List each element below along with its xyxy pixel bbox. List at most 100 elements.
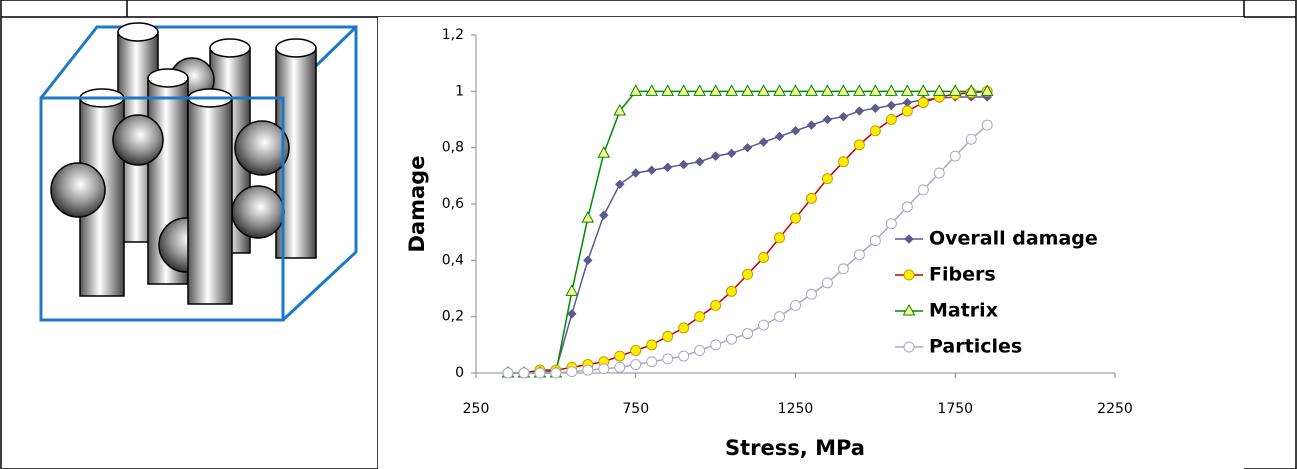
data-point bbox=[583, 255, 593, 266]
data-point bbox=[822, 114, 833, 125]
x-tick-label: 1750 bbox=[937, 401, 973, 417]
y-tick-label: 1 bbox=[455, 83, 464, 99]
data-point bbox=[661, 84, 675, 96]
data-point bbox=[581, 211, 595, 223]
data-point bbox=[741, 84, 754, 96]
data-point bbox=[805, 288, 817, 300]
data-point bbox=[790, 299, 801, 311]
data-point bbox=[805, 84, 818, 96]
data-point bbox=[726, 148, 737, 159]
legend-label: Overall damage bbox=[929, 228, 1098, 250]
data-point bbox=[838, 111, 849, 122]
y-axis-title: Damage bbox=[405, 156, 429, 253]
data-point bbox=[630, 344, 642, 356]
legend-label: Matrix bbox=[929, 300, 998, 322]
y-tick-label: 0 bbox=[455, 365, 464, 381]
data-point bbox=[758, 319, 770, 331]
data-point bbox=[693, 84, 706, 96]
data-point bbox=[630, 359, 642, 371]
data-point bbox=[742, 268, 754, 280]
data-point bbox=[662, 162, 673, 173]
legend-marker bbox=[903, 341, 915, 353]
data-point bbox=[869, 235, 881, 247]
y-tick-label: 0,6 bbox=[442, 196, 464, 212]
legend-label: Fibers bbox=[929, 264, 996, 286]
data-point bbox=[662, 330, 674, 342]
data-point bbox=[631, 168, 641, 178]
data-point bbox=[694, 311, 706, 323]
data-point bbox=[837, 156, 849, 168]
data-point bbox=[614, 361, 626, 373]
data-point bbox=[917, 97, 929, 109]
data-point bbox=[980, 84, 994, 96]
data-point bbox=[615, 179, 625, 189]
data-point bbox=[613, 104, 627, 116]
data-point bbox=[789, 84, 802, 96]
data-point bbox=[678, 350, 690, 362]
data-point bbox=[790, 126, 801, 136]
data-point bbox=[758, 137, 769, 147]
data-point bbox=[981, 119, 993, 131]
data-point bbox=[710, 339, 722, 351]
data-point bbox=[885, 84, 898, 96]
data-point bbox=[886, 100, 897, 111]
data-point bbox=[678, 159, 689, 170]
data-point bbox=[646, 339, 658, 351]
data-point bbox=[694, 157, 705, 167]
data-point bbox=[869, 125, 881, 137]
data-point bbox=[774, 131, 785, 142]
data-point bbox=[757, 84, 770, 96]
data-point bbox=[694, 344, 706, 356]
legend-marker bbox=[904, 234, 914, 244]
data-point bbox=[933, 167, 945, 179]
data-point bbox=[964, 84, 978, 96]
data-point bbox=[678, 322, 690, 334]
x-tick-label: 750 bbox=[622, 401, 649, 417]
data-point bbox=[901, 105, 913, 117]
data-point bbox=[566, 366, 578, 378]
data-point bbox=[917, 184, 929, 196]
x-tick-label: 2250 bbox=[1097, 401, 1133, 417]
data-point bbox=[870, 103, 881, 113]
data-point bbox=[662, 353, 674, 365]
data-point bbox=[821, 84, 834, 96]
data-point bbox=[645, 84, 659, 96]
data-point bbox=[932, 84, 946, 96]
composite-illustration bbox=[39, 22, 358, 322]
data-point bbox=[758, 252, 770, 264]
legend-marker bbox=[902, 303, 916, 316]
data-point bbox=[901, 201, 913, 213]
data-point bbox=[742, 328, 754, 340]
data-point bbox=[821, 173, 833, 185]
data-point bbox=[567, 309, 577, 319]
data-point bbox=[742, 142, 753, 153]
data-point bbox=[837, 263, 849, 275]
data-point bbox=[885, 218, 897, 230]
data-point bbox=[837, 84, 850, 96]
data-point bbox=[614, 350, 626, 362]
data-point bbox=[710, 151, 721, 161]
chart: Stress, MPa Damage 0 0,2 0,4 0,6 0,8 1 1,2 250 7… bbox=[378, 17, 1244, 469]
data-point bbox=[646, 356, 658, 368]
x-tick-label: 1250 bbox=[778, 401, 814, 417]
data-point bbox=[726, 285, 738, 297]
data-point bbox=[965, 133, 977, 145]
data-point bbox=[647, 165, 657, 175]
y-tick-label: 1,2 bbox=[442, 27, 464, 43]
data-point bbox=[502, 367, 514, 379]
y-tick-label: 0,4 bbox=[442, 252, 464, 268]
data-point bbox=[854, 106, 865, 116]
data-point bbox=[774, 311, 786, 323]
data-point bbox=[518, 367, 530, 379]
data-point bbox=[725, 84, 738, 96]
data-point bbox=[948, 84, 962, 96]
data-point bbox=[774, 232, 786, 244]
data-point bbox=[599, 210, 609, 220]
data-point bbox=[869, 84, 882, 96]
data-point bbox=[900, 84, 914, 96]
data-point bbox=[805, 192, 817, 204]
data-point bbox=[582, 364, 594, 376]
data-point bbox=[853, 249, 865, 261]
